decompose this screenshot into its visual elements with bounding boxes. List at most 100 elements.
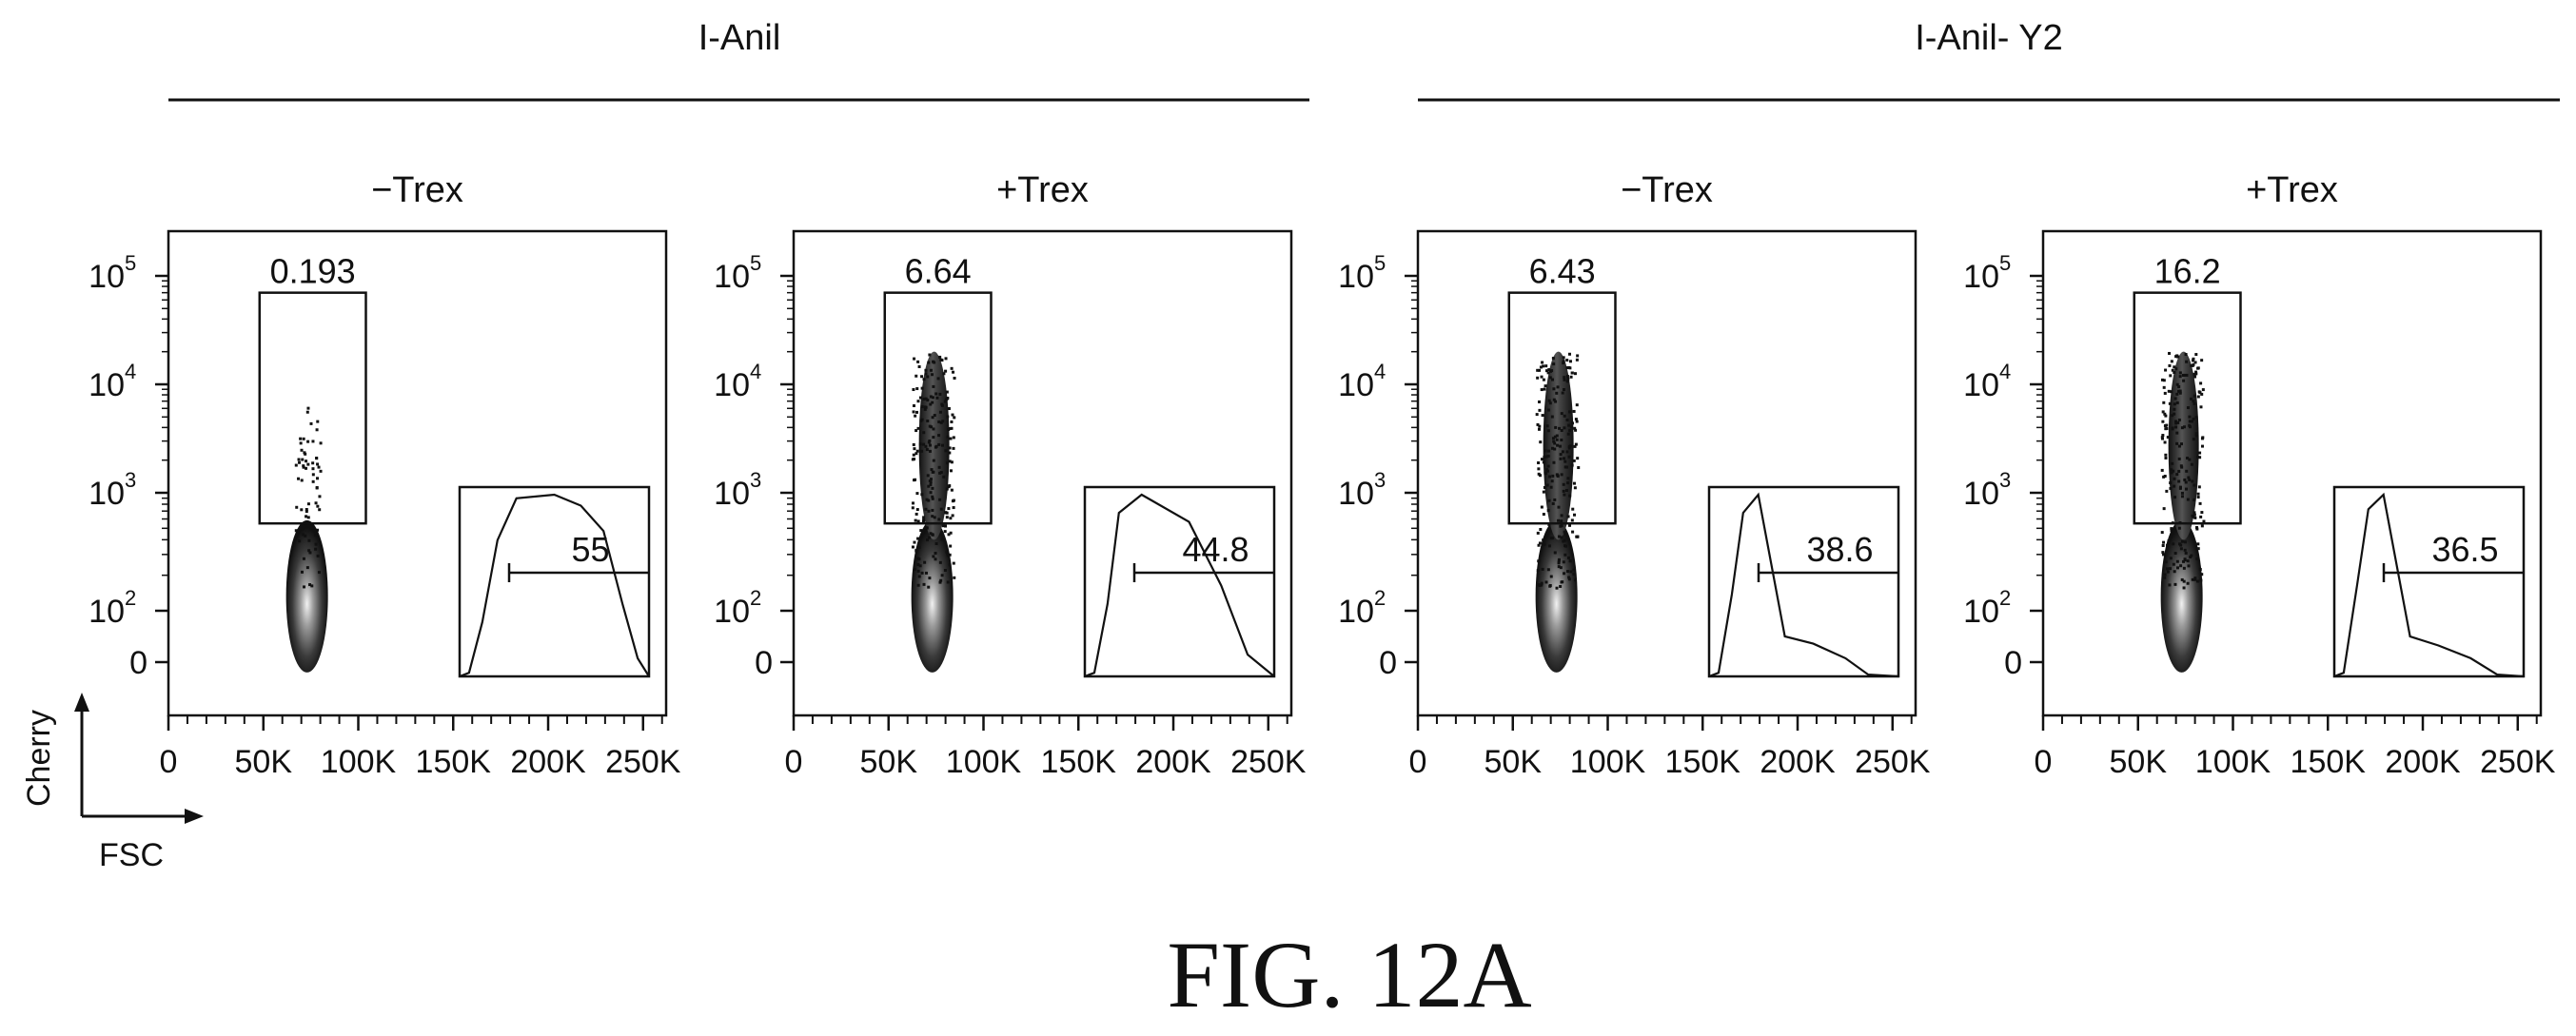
event-dot (922, 442, 926, 446)
event-dot (2163, 391, 2167, 395)
event-dot (1563, 465, 1567, 469)
event-dot (2194, 370, 2198, 374)
y-tick-label: 10 (88, 367, 125, 403)
event-dot (2183, 548, 2187, 552)
event-dot (941, 420, 945, 423)
event-dot (1551, 474, 1555, 478)
event-dot (924, 507, 928, 511)
event-dot (306, 440, 310, 443)
plot-frame (1416, 229, 1917, 717)
x-tick-label: 150K (2291, 744, 2367, 780)
event-dot (2165, 489, 2169, 493)
event-dot (920, 405, 924, 409)
event-dot (311, 461, 315, 465)
event-dot (1550, 479, 1554, 483)
event-dot (924, 368, 928, 372)
event-dot (315, 486, 319, 490)
event-dot (2180, 491, 2184, 495)
event-dot (1571, 530, 1575, 534)
event-dot (2175, 382, 2179, 386)
event-dot (1570, 463, 1574, 467)
event-dot (2186, 498, 2190, 501)
event-dot (2171, 461, 2174, 465)
event-dot (911, 501, 914, 505)
event-dot (941, 524, 945, 528)
y-tick-label: 10 (1338, 476, 1374, 512)
event-dot (316, 504, 320, 508)
event-dot (306, 516, 310, 519)
event-dot (1550, 378, 1554, 381)
event-dot (938, 410, 942, 414)
event-dot (1536, 569, 1540, 573)
event-dot (1556, 385, 1560, 389)
event-dot (1575, 420, 1579, 423)
event-dot (933, 414, 936, 418)
event-dot (1567, 455, 1571, 459)
event-dot (316, 420, 320, 423)
y-tick-exponent: 3 (1374, 468, 1386, 492)
event-dot (926, 375, 930, 379)
event-dot (1561, 580, 1564, 584)
event-dot (1556, 443, 1560, 447)
event-dot (2201, 388, 2205, 392)
event-dot (1543, 455, 1546, 459)
event-dot (931, 533, 934, 537)
event-dot (934, 392, 938, 396)
x-tick-label: 150K (1041, 744, 1117, 780)
event-dot (311, 467, 315, 471)
event-dot (1539, 365, 1543, 369)
event-dot (933, 361, 936, 364)
event-dot (1552, 398, 1556, 401)
event-dot (1563, 493, 1566, 497)
event-dot (939, 358, 943, 362)
event-dot (1548, 401, 1552, 405)
event-dot (1545, 483, 1549, 487)
plot-frame (2041, 229, 2543, 717)
x-tick-label: 0 (785, 744, 803, 780)
panel-title: −Trex (371, 170, 463, 210)
event-dot (2196, 542, 2200, 546)
event-dot (317, 571, 321, 575)
event-dot (2163, 576, 2167, 579)
inset-frame (1083, 485, 1276, 678)
event-dot (932, 555, 935, 558)
event-dot (945, 550, 949, 554)
event-dot (2172, 562, 2175, 566)
event-dot (2195, 579, 2199, 583)
event-dot (930, 468, 934, 472)
event-dot (1538, 408, 1542, 412)
event-dot (2161, 420, 2165, 423)
event-dot (294, 463, 298, 467)
event-dot (938, 355, 942, 359)
event-dot (912, 410, 915, 414)
event-dot (1537, 583, 1541, 587)
event-dot (912, 404, 915, 408)
event-dot (305, 515, 308, 518)
event-dot (950, 366, 954, 370)
event-dot (1540, 388, 1544, 392)
event-dot (2161, 543, 2165, 547)
event-dot (2179, 547, 2183, 551)
event-dot (1577, 466, 1581, 470)
x-arrow-head (185, 809, 204, 824)
event-dot (300, 508, 304, 512)
event-dot (1543, 387, 1546, 391)
event-dot (937, 465, 941, 469)
event-dot (307, 549, 311, 553)
event-dot (1566, 515, 1570, 518)
event-dot (1568, 559, 1572, 563)
event-dot (951, 413, 954, 417)
event-dot (916, 583, 920, 587)
event-dot (2183, 557, 2187, 561)
y-tick-label: 10 (1963, 476, 1999, 512)
event-dot (1545, 424, 1549, 428)
inset-gate-label: 55 (571, 530, 609, 569)
event-dot (1546, 371, 1550, 375)
figure-caption: FIG. 12A (1167, 922, 1531, 1027)
event-dot (2174, 355, 2178, 359)
event-dot (1563, 378, 1566, 381)
event-dot (2198, 501, 2202, 505)
y-tick-exponent: 2 (1374, 586, 1386, 610)
